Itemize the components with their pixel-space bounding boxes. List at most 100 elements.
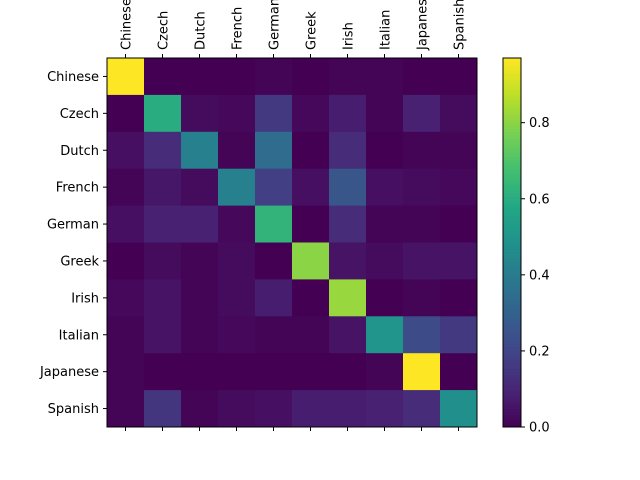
colorbar-band (503, 88, 521, 93)
colorbar-band (503, 353, 521, 357)
x-tick-label: Dutch (194, 11, 209, 50)
colorbar-band (503, 233, 521, 237)
heatmap-cell (440, 205, 477, 244)
colorbar-band (503, 101, 521, 105)
x-tick-label: Greek (305, 11, 320, 50)
heatmap-cell (181, 279, 219, 317)
heatmap-cell (181, 205, 219, 244)
colorbar-band (503, 97, 521, 102)
colorbar-band (503, 254, 521, 259)
colorbar-band (503, 104, 521, 108)
heatmap-cell (255, 316, 293, 354)
colorbar-band (503, 162, 521, 167)
colorbar-band (503, 399, 521, 403)
heatmap-cell (292, 94, 330, 133)
colorbar-frame (502, 57, 522, 428)
x-tick-label: Spanish (453, 0, 468, 50)
colorbar-band (503, 184, 521, 188)
heatmap-cell (440, 58, 477, 96)
heatmap-cell (329, 131, 367, 170)
colorbar-band (503, 230, 521, 234)
heatmap-cell (329, 353, 367, 391)
colorbar-band (503, 202, 521, 207)
colorbar: 0.0 0.2 0.4 0.6 0.8 (502, 57, 550, 436)
colorbar-band (503, 417, 521, 422)
colorbar-band (503, 82, 521, 87)
heatmap-cell (144, 205, 182, 244)
heatmap-cell (218, 168, 256, 207)
colorbar-band (503, 337, 521, 342)
colorbar-band (503, 359, 521, 363)
colorbar-band (503, 390, 521, 394)
heatmap-cell (366, 279, 404, 317)
heatmap-cell (366, 205, 404, 244)
colorbar-band (503, 420, 521, 425)
colorbar-band (503, 322, 521, 327)
heatmap-cell (181, 390, 219, 427)
colorbar-band (503, 76, 521, 81)
heatmap-cell (107, 353, 145, 391)
colorbar-band (503, 350, 521, 354)
heatmap-cell (440, 168, 477, 207)
colorbar-band (503, 242, 521, 247)
x-tick-label: Irish (342, 22, 357, 50)
heatmap-cell (440, 131, 477, 170)
y-tick-label: Dutch (60, 144, 99, 159)
colorbar-band (503, 217, 521, 222)
colorbar-band (503, 405, 521, 410)
heatmap-cell (440, 353, 477, 391)
heatmap-cell (181, 131, 219, 170)
colorbar-band (503, 116, 521, 120)
colorbar-band (503, 319, 521, 323)
heatmap-cell (218, 353, 256, 391)
colorbar-band (503, 171, 521, 176)
colorbar-band (503, 177, 521, 182)
colorbar-band (503, 380, 521, 385)
heatmap-cell (144, 168, 182, 207)
colorbar-band (503, 377, 521, 382)
heatmap-cell (329, 205, 367, 244)
heatmap-cell (181, 242, 219, 280)
heatmap-cell (107, 168, 145, 207)
heatmap-cell (218, 242, 256, 280)
y-tick-label: French (56, 181, 99, 196)
colorbar-band (503, 64, 521, 68)
heatmap-cell (403, 279, 441, 317)
heatmap-cell (144, 316, 182, 354)
heatmap-cell (403, 58, 441, 96)
heatmap-cell (366, 316, 404, 354)
colorbar-band (503, 211, 521, 216)
colorbar-band (503, 181, 521, 185)
colorbar-band (503, 310, 521, 314)
colorbar-band (503, 334, 521, 339)
heatmap-cell (107, 205, 145, 244)
colorbar-band (503, 313, 521, 317)
colorbar-band (503, 374, 521, 379)
colorbar-band (503, 371, 521, 376)
colorbar-band (503, 362, 521, 366)
colorbar-band (503, 282, 521, 287)
colorbar-band (503, 297, 521, 302)
x-tick-label: Italian (379, 10, 394, 50)
colorbar-band (503, 153, 521, 157)
plot-frame (106, 57, 478, 428)
heatmap-cell (440, 279, 477, 317)
colorbar-band (503, 187, 521, 191)
colorbar-band (503, 414, 521, 419)
y-tick-label: Czech (60, 107, 99, 122)
colorbar-band (503, 423, 521, 428)
heatmap-cell (292, 205, 330, 244)
colorbar-band (503, 159, 521, 164)
colorbar-band (503, 208, 521, 213)
colorbar-band (503, 168, 521, 173)
heatmap-cell (107, 316, 145, 354)
heatmap-cell (255, 353, 293, 391)
heatmap-cell (292, 390, 330, 427)
colorbar-band (503, 316, 521, 320)
colorbar-band (503, 91, 521, 96)
heatmap-cell (403, 131, 441, 170)
colorbar-band (503, 325, 521, 330)
y-tick-label: German (47, 218, 99, 233)
heatmap-cell (292, 242, 330, 280)
colorbar-band (503, 144, 521, 148)
